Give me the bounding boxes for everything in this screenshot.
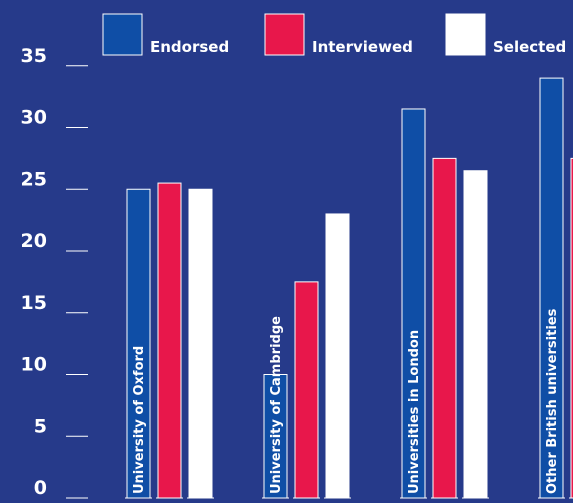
- bar-interviewed-3: [570, 157, 573, 499]
- bar-selected-0: [188, 188, 213, 499]
- y-tick-label: 10: [21, 354, 47, 376]
- bar-interviewed-2: [432, 157, 457, 499]
- y-tick-label: 35: [21, 45, 47, 67]
- legend-label: Selected: [493, 38, 566, 56]
- bar-selected-1: [325, 213, 350, 499]
- y-tick-label: 25: [21, 168, 47, 190]
- y-tick-label: 5: [34, 415, 47, 437]
- category-labels: University of Oxford University of Cambri…: [132, 308, 560, 494]
- category-label: University of Cambridge: [269, 316, 284, 494]
- y-tick-label: 20: [21, 230, 47, 252]
- legend-label: Endorsed: [150, 38, 229, 56]
- bar-interviewed-1: [294, 281, 319, 499]
- category-label: Universities in London: [407, 330, 422, 494]
- y-tick-label: 30: [21, 107, 47, 129]
- legend-swatch-endorsed: [102, 13, 143, 56]
- bar-groups: [125, 77, 573, 499]
- legend-swatch-selected: [445, 13, 486, 56]
- bar-selected-2: [463, 170, 488, 499]
- bar-interviewed-0: [157, 182, 182, 499]
- category-label: University of Oxford: [132, 346, 147, 494]
- category-label: Other British universities: [545, 308, 560, 494]
- legend-swatch-interviewed: [264, 13, 305, 56]
- y-tick-label: 0: [34, 477, 47, 499]
- y-tick-label: 15: [21, 292, 47, 314]
- y-axis-ticks: 0 5 10 15 20 25 30 35: [21, 45, 88, 499]
- legend-label: Interviewed: [312, 38, 413, 56]
- legend: Endorsed Interviewed Selected: [102, 13, 566, 56]
